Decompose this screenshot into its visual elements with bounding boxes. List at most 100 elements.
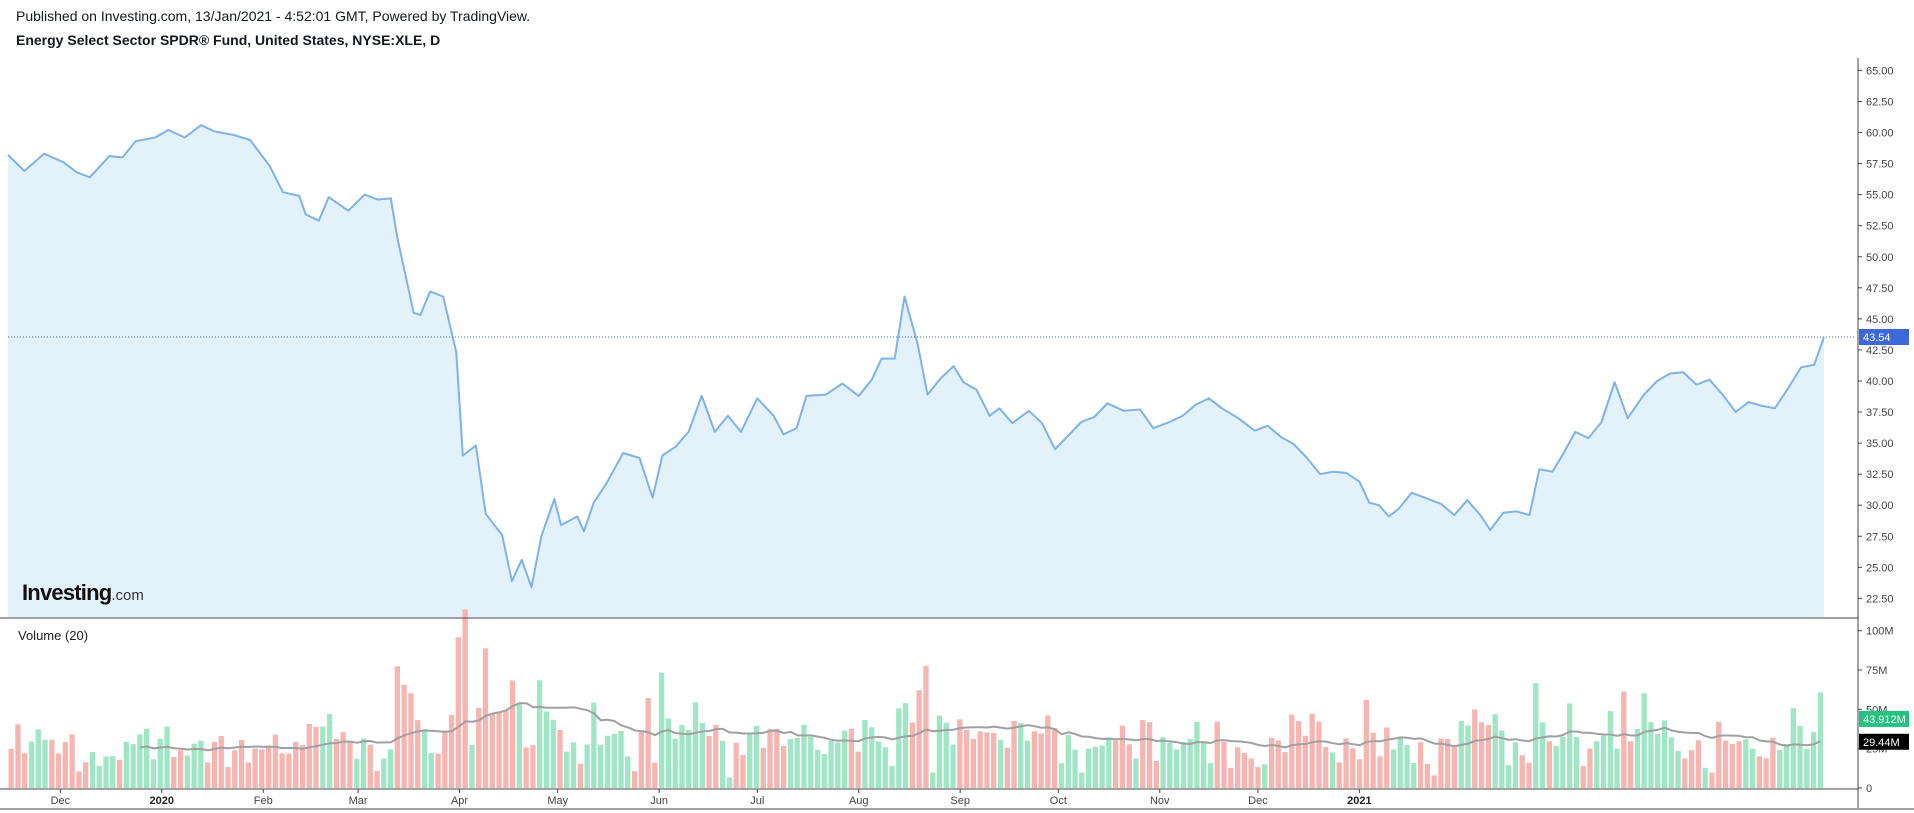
volume-bar: [638, 730, 644, 788]
time-tick-label: 2021: [1347, 795, 1371, 807]
price-tick-label: 60.00: [1866, 128, 1894, 140]
volume-bar: [279, 753, 285, 788]
volume-bar: [781, 746, 787, 788]
volume-bar: [869, 727, 875, 788]
volume-bar: [1024, 740, 1031, 788]
volume-bar: [692, 702, 699, 788]
volume-bar: [1716, 721, 1722, 788]
volume-bar: [96, 765, 102, 788]
volume-bar: [1228, 767, 1234, 788]
volume-bar: [191, 743, 197, 788]
volume-bar: [1506, 765, 1512, 788]
volume-bar: [266, 745, 272, 788]
price-tick-label: 57.50: [1866, 159, 1894, 171]
volume-bar: [89, 752, 96, 788]
volume-bar: [1397, 737, 1403, 788]
volume-bar: [584, 744, 590, 788]
axis-badges: 43.54 43.912M 29.44M: [1859, 329, 1909, 750]
volume-bar: [720, 740, 726, 788]
volume-bar: [1519, 755, 1525, 788]
volume-bar: [1201, 741, 1207, 788]
volume-bar: [381, 758, 387, 788]
volume-bar: [306, 724, 312, 788]
time-tick-label: Dec: [1248, 795, 1268, 807]
volume-bar: [1600, 735, 1607, 788]
volume-tick-label: 75M: [1866, 665, 1887, 677]
volume-bar: [984, 732, 990, 788]
volume-bar: [618, 730, 624, 788]
volume-bar: [1187, 738, 1193, 788]
volume-bar: [123, 741, 129, 788]
volume-bar: [1363, 699, 1369, 788]
volume-bar: [902, 703, 909, 788]
volume-bar: [421, 729, 428, 788]
volume-bar: [1377, 756, 1383, 788]
volume-bar: [299, 745, 306, 788]
volume-bar: [408, 693, 414, 788]
volume-bar: [611, 734, 617, 788]
volume-bar: [394, 666, 400, 788]
volume-bar: [428, 753, 434, 788]
volume-bar: [686, 729, 692, 788]
volume-bar: [1174, 749, 1180, 788]
volume-bars-layer: [8, 609, 1823, 788]
volume-bar: [543, 711, 550, 788]
volume-bar: [354, 758, 360, 788]
volume-bar: [1411, 763, 1417, 788]
volume-bar: [1343, 738, 1349, 788]
volume-bar: [1512, 742, 1519, 788]
volume-bar: [1289, 714, 1295, 788]
time-tick-label: Nov: [1150, 795, 1170, 807]
volume-bar: [347, 742, 353, 788]
volume-bar: [1709, 772, 1715, 788]
volume-bar: [1750, 748, 1756, 788]
price-tick-label: 32.50: [1866, 469, 1894, 481]
volume-bar: [537, 680, 543, 788]
volume-bar: [509, 680, 516, 788]
volume-bar: [821, 754, 827, 788]
volume-bar: [1092, 746, 1098, 788]
last-volume-badge: 43.912M: [1863, 714, 1906, 726]
volume-bar: [923, 665, 929, 788]
volume-bar: [1404, 744, 1410, 788]
price-tick-label: 40.00: [1866, 376, 1894, 388]
volume-bar: [855, 751, 861, 788]
volume-bar: [130, 744, 136, 788]
volume-bar: [848, 728, 854, 788]
volume-bar: [225, 766, 231, 788]
volume-bar: [367, 744, 373, 788]
volume-bar: [1018, 722, 1024, 788]
volume-bar: [814, 749, 821, 788]
volume-bar: [950, 744, 956, 788]
volume-bar: [1668, 737, 1674, 788]
volume-bar: [1722, 740, 1729, 788]
volume-bar: [1221, 741, 1227, 788]
volume-bar: [631, 771, 638, 788]
volume-bar: [245, 762, 251, 788]
time-tick-label: May: [547, 795, 568, 807]
volume-bar: [896, 708, 902, 788]
volume-bar: [1106, 737, 1112, 788]
volume-bar: [435, 753, 441, 788]
volume-bar: [1113, 740, 1119, 788]
volume-bar: [1546, 741, 1552, 788]
volume-bar: [1072, 749, 1078, 788]
volume-ma-badge: 29.44M: [1863, 737, 1900, 749]
volume-bar: [49, 739, 55, 788]
time-tick-label: Oct: [1050, 795, 1067, 807]
volume-bar: [1533, 683, 1539, 788]
volume-bar: [1153, 761, 1159, 788]
price-tick-label: 35.00: [1866, 438, 1894, 450]
volume-bar: [1648, 722, 1654, 788]
price-line: [7, 124, 1825, 589]
volume-bar: [238, 739, 245, 788]
volume-bar: [1634, 729, 1641, 788]
volume-bar: [333, 738, 340, 788]
volume-bar: [659, 672, 665, 788]
volume-bar: [1248, 758, 1254, 788]
volume-bar: [272, 734, 279, 788]
volume-bar: [740, 754, 746, 788]
volume-bar: [1424, 764, 1430, 788]
volume-bar: [957, 719, 963, 788]
